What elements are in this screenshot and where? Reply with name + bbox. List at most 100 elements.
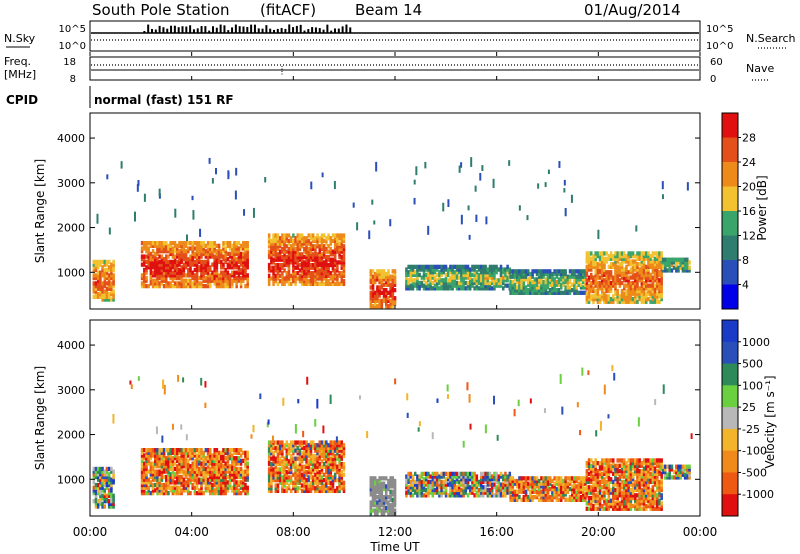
heat-cell: [143, 246, 146, 251]
heat-cell: [294, 279, 297, 284]
heat-cell: [473, 267, 476, 272]
heat-cell: [331, 461, 335, 467]
heat-cell: [373, 486, 377, 492]
colorbar-tick-label: 4: [742, 279, 749, 292]
heat-cell: [105, 480, 109, 485]
heat-cell: [369, 500, 373, 505]
heat-cell: [325, 236, 328, 241]
heat-cell: [292, 464, 295, 469]
heat-cell: [246, 281, 249, 286]
heat-cell: [340, 464, 344, 469]
heat-cell: [309, 246, 313, 252]
heat-cell: [107, 477, 111, 482]
heat-cell: [206, 482, 210, 488]
heat-cell: [431, 471, 435, 477]
heat-cell: [307, 273, 311, 278]
heat-cell: [587, 275, 591, 280]
heat-cell: [195, 246, 199, 251]
heat-cell: [204, 259, 208, 265]
heat-cell: [427, 490, 430, 495]
heat-cell: [96, 499, 100, 504]
heat-cell: [303, 268, 306, 273]
sparse-echo: [368, 230, 371, 240]
heat-cell: [283, 469, 286, 475]
heat-cell: [209, 456, 212, 461]
heat-cell: [309, 486, 313, 491]
heat-cell: [553, 279, 556, 285]
heat-cell: [579, 484, 583, 489]
heat-cell: [96, 294, 100, 300]
heat-cell: [568, 478, 572, 484]
heat-cell: [233, 464, 236, 469]
heat-cell: [389, 293, 392, 298]
heat-cell: [140, 472, 144, 477]
heat-cell: [677, 265, 680, 270]
heat-cell: [384, 505, 388, 511]
heat-cell: [378, 304, 381, 309]
heat-cell: [165, 249, 168, 254]
heat-cell: [300, 244, 304, 249]
heat-cell: [590, 256, 593, 261]
heat-cell: [575, 484, 578, 489]
heat-cell: [449, 280, 452, 286]
heat-cell: [596, 294, 600, 299]
heat-cell: [484, 272, 487, 278]
heat-cell: [590, 275, 593, 280]
heat-cell: [296, 488, 300, 494]
heat-cell: [145, 283, 148, 289]
heat-cell: [239, 246, 243, 251]
heat-cell: [642, 251, 646, 256]
heat-cell: [651, 251, 655, 256]
heat-cell: [189, 262, 192, 267]
heat-cell: [329, 440, 333, 445]
heat-cell: [479, 474, 483, 479]
heat-cell: [590, 294, 593, 299]
heat-cell: [105, 297, 109, 302]
heat-cell: [579, 497, 583, 502]
heat-cell: [409, 264, 413, 270]
heat-cell: [605, 270, 608, 275]
heat-cell: [598, 299, 602, 304]
heat-cell: [298, 486, 302, 491]
heat-cell: [294, 440, 297, 445]
heat-cell: [482, 267, 485, 272]
heat-cell: [338, 469, 341, 475]
heat-cell: [393, 492, 397, 497]
heat-cell: [156, 270, 159, 275]
heat-cell: [544, 484, 548, 489]
heat-cell: [226, 265, 230, 270]
heat-cell: [513, 290, 517, 295]
heat-cell: [585, 251, 589, 256]
heat-cell: [237, 241, 241, 246]
heat-cell: [105, 267, 109, 273]
heat-cell: [393, 484, 397, 489]
heat-cell: [391, 301, 395, 306]
heat-cell: [267, 443, 271, 448]
heat-cell: [651, 259, 655, 264]
heat-cell: [158, 456, 161, 461]
heat-cell: [376, 277, 379, 282]
heat-cell: [570, 269, 574, 274]
heat-cell: [629, 286, 633, 291]
heat-cell: [318, 270, 322, 276]
heat-cell: [182, 267, 186, 273]
heat-cell: [570, 476, 574, 481]
heat-cell: [156, 259, 159, 265]
heat-cell: [145, 241, 148, 246]
heat-cell: [140, 281, 144, 286]
heat-cell: [307, 477, 311, 483]
heat-cell: [660, 251, 663, 256]
heat-cell: [173, 472, 177, 477]
heat-cell: [298, 448, 302, 453]
heat-cell: [607, 256, 611, 261]
heat-cell: [239, 254, 243, 259]
heat-cell: [616, 280, 619, 286]
heat-cell: [422, 471, 426, 477]
heat-cell: [513, 287, 517, 293]
heat-cell: [184, 480, 188, 485]
heat-cell: [162, 466, 166, 472]
heat-cell: [486, 280, 490, 286]
heat-cell: [418, 485, 421, 490]
heat-cell: [298, 268, 302, 273]
heat-cell: [239, 485, 243, 490]
